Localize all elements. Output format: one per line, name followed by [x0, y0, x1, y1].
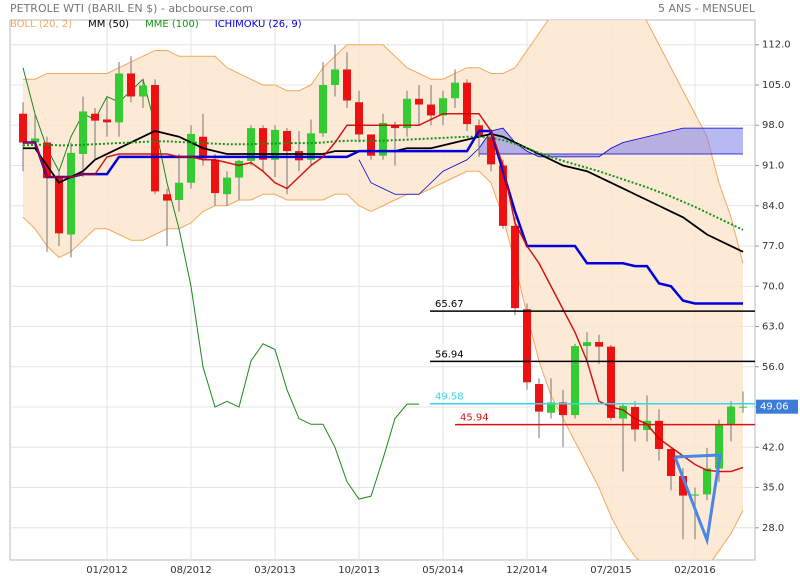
- candle-body: [499, 165, 507, 226]
- legend-entry: BOLL (20, 2): [10, 19, 72, 30]
- candle-body: [271, 129, 279, 160]
- candle-body: [163, 194, 171, 201]
- candle-body: [343, 69, 351, 101]
- candle-body: [211, 159, 219, 194]
- candle-body: [115, 73, 123, 123]
- candle-body: [559, 402, 567, 416]
- y-tick-label: 77.0: [762, 241, 784, 252]
- candle-body: [31, 138, 39, 143]
- candle-body: [355, 102, 363, 135]
- candle-body: [727, 406, 735, 425]
- pattern-drawing: [673, 453, 722, 546]
- candle-body: [391, 125, 399, 129]
- candle-body: [571, 346, 579, 416]
- y-tick-label: 35.0: [762, 483, 784, 494]
- x-tick-label: 02/2016: [674, 565, 716, 576]
- overlay: 112.0 105.0 98.0 91.0 84.0 77.0 70.0 63.0 56.0 49…: [10, 19, 798, 576]
- x-tick-label: 03/2013: [254, 565, 296, 576]
- x-tick-label: 10/2013: [338, 565, 380, 576]
- candle-body: [691, 494, 699, 496]
- legend-entry: ICHIMOKU (26, 9): [215, 19, 302, 30]
- candle-body: [739, 406, 747, 408]
- candle-body: [511, 225, 519, 309]
- candle-body: [679, 476, 687, 496]
- y-tick-label: 84.0: [762, 201, 784, 212]
- last-price-box: [756, 399, 798, 414]
- x-tick-label: 08/2012: [170, 565, 212, 576]
- y-tick-label: 91.0: [762, 160, 784, 171]
- y-tick-label: 70.0: [762, 281, 784, 292]
- x-tick-label: 01/2012: [86, 565, 128, 576]
- candle-body: [535, 384, 543, 412]
- candle-body: [595, 342, 603, 347]
- candle-body: [451, 82, 459, 99]
- candle-body: [67, 152, 75, 235]
- candle-body: [139, 85, 147, 97]
- candle-body: [583, 342, 591, 347]
- candle-body: [103, 119, 111, 123]
- candle-body: [547, 402, 555, 413]
- x-tick-label: 05/2014: [422, 565, 464, 576]
- ichimoku-tenkan: [23, 112, 744, 473]
- candle-body: [307, 133, 315, 160]
- chart-subtitle: 5 ANS - MENSUEL: [658, 2, 756, 15]
- candle-body: [235, 160, 243, 178]
- y-tick-label: 112.0: [762, 40, 791, 51]
- y-tick-label: 98.0: [762, 120, 784, 131]
- x-tick-label: 07/2015: [590, 565, 632, 576]
- ichimoku-cloud: [479, 128, 743, 157]
- y-tick-label: 42.0: [762, 442, 784, 453]
- candle-body: [619, 405, 627, 419]
- candle-body: [607, 346, 615, 418]
- candle-body: [187, 133, 195, 183]
- candle-body: [127, 73, 135, 97]
- level-label: 49.58: [435, 392, 464, 403]
- candle-body: [439, 98, 447, 116]
- candle-body: [415, 98, 423, 105]
- ichimoku-kijun: [23, 129, 743, 305]
- candle-body: [403, 98, 411, 129]
- bollinger-upper: [23, 20, 744, 264]
- plot-layers: [19, 20, 747, 560]
- x-tick-label: 12/2014: [506, 565, 548, 576]
- candle-body: [487, 136, 495, 165]
- candle-body: [427, 104, 435, 116]
- candle-body: [283, 130, 291, 152]
- candle-body: [55, 178, 63, 234]
- candle-body: [223, 177, 231, 195]
- candle-body: [463, 82, 471, 125]
- candle-body: [331, 69, 339, 85]
- level-label: 45.94: [460, 413, 489, 424]
- y-tick-label: 28.0: [762, 523, 784, 534]
- candle-body: [19, 113, 27, 143]
- candle-body: [175, 182, 183, 200]
- ichimoku-chikou: [22, 67, 419, 500]
- legend-entry: MME (100): [145, 19, 199, 30]
- bollinger-lower: [22, 170, 744, 560]
- candle-body: [91, 113, 99, 121]
- candle-body: [523, 309, 531, 383]
- ichimoku-span-a: [358, 127, 743, 195]
- y-tick-label: 105.0: [762, 80, 791, 91]
- y-tick-label: 56.0: [762, 362, 784, 373]
- candle-body: [319, 84, 327, 134]
- candle-body: [703, 468, 711, 495]
- candle-body: [43, 142, 51, 179]
- legend-entry: MM (50): [88, 19, 129, 30]
- candle-body: [655, 420, 663, 450]
- candle-body: [715, 424, 723, 469]
- candle-body: [151, 84, 159, 192]
- level-label: 56.94: [435, 349, 464, 360]
- y-tick-label: 63.0: [762, 322, 784, 333]
- level-label: 65.67: [435, 299, 464, 310]
- last-price-label: 49.06: [760, 402, 789, 413]
- candle-body: [79, 111, 87, 154]
- candle-body: [667, 449, 675, 477]
- candle-body: [367, 134, 375, 156]
- candle-body: [379, 122, 387, 156]
- mme-line: [22, 135, 744, 231]
- chart-title: PETROLE WTI (BARIL EN $) - abcbourse.com: [10, 2, 253, 15]
